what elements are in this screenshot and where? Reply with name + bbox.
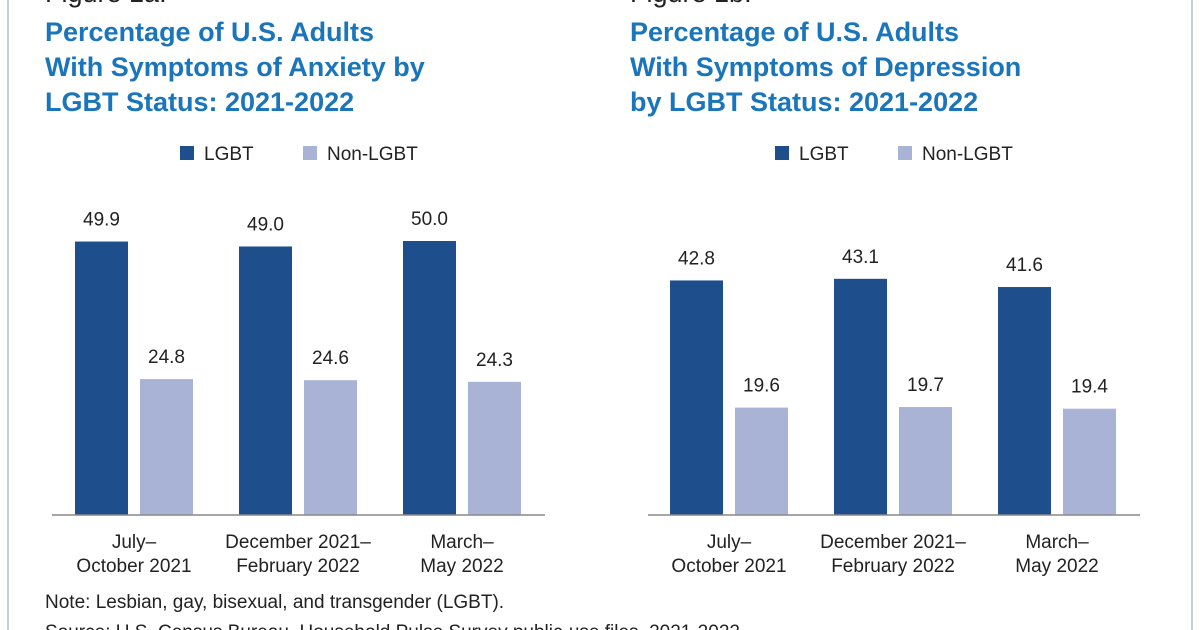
legend-label: LGBT [204,144,254,165]
bar [834,278,887,515]
value-label: 24.8 [148,347,185,368]
value-label: 19.7 [907,375,944,396]
chart-title: With Symptoms of Depression [630,52,1021,82]
legend-label: Non-LGBT [327,144,418,165]
x-tick-label: March– [1025,532,1089,553]
x-tick-label: February 2022 [831,556,955,577]
bar [670,280,723,515]
chart-title: LGBT Status: 2021-2022 [45,87,354,117]
value-label: 41.6 [1006,255,1043,276]
x-tick-label: October 2021 [671,556,786,577]
bar [468,381,521,515]
note: Note: Lesbian, gay, bisexual, and transg… [45,592,504,613]
value-label: 19.6 [743,376,780,397]
legend-label: Non-LGBT [922,144,1013,165]
legend-swatch [775,146,789,160]
bar [75,241,128,515]
value-label: 49.0 [247,214,284,235]
legend-swatch [303,146,317,160]
frame [7,0,1193,630]
x-tick-label: July– [707,532,752,553]
x-tick-label: May 2022 [1015,556,1098,577]
x-tick-label: December 2021– [225,532,371,553]
source: Source: U.S. Census Bureau, Household Pu… [45,622,745,630]
x-tick-label: October 2021 [76,556,191,577]
value-label: 24.6 [312,348,349,369]
legend-label: LGBT [799,144,849,165]
figure-label: Figure 1a. [45,0,167,8]
value-label: 50.0 [411,209,448,230]
bar [998,287,1051,515]
value-label: 24.3 [476,350,513,371]
value-label: 49.9 [83,210,120,231]
x-tick-label: December 2021– [820,532,966,553]
figure-label: Figure 1b. [630,0,752,8]
chart-title: Percentage of U.S. Adults [630,17,959,47]
value-label: 43.1 [842,247,879,268]
x-tick-label: May 2022 [420,556,503,577]
chart-title: Percentage of U.S. Adults [45,17,374,47]
legend-swatch [180,146,194,160]
x-tick-label: July– [112,532,157,553]
chart-title: With Symptoms of Anxiety by [45,52,425,82]
bar [304,380,357,515]
x-tick-label: February 2022 [236,556,360,577]
legend-swatch [898,146,912,160]
value-label: 19.4 [1071,377,1108,398]
bar [899,407,952,515]
bar [239,246,292,516]
bar [1063,408,1116,515]
bar [403,241,456,515]
value-label: 42.8 [678,248,715,269]
chart-title: by LGBT Status: 2021-2022 [630,87,978,117]
bar [140,379,193,515]
bar [735,407,788,515]
x-tick-label: March– [430,532,494,553]
